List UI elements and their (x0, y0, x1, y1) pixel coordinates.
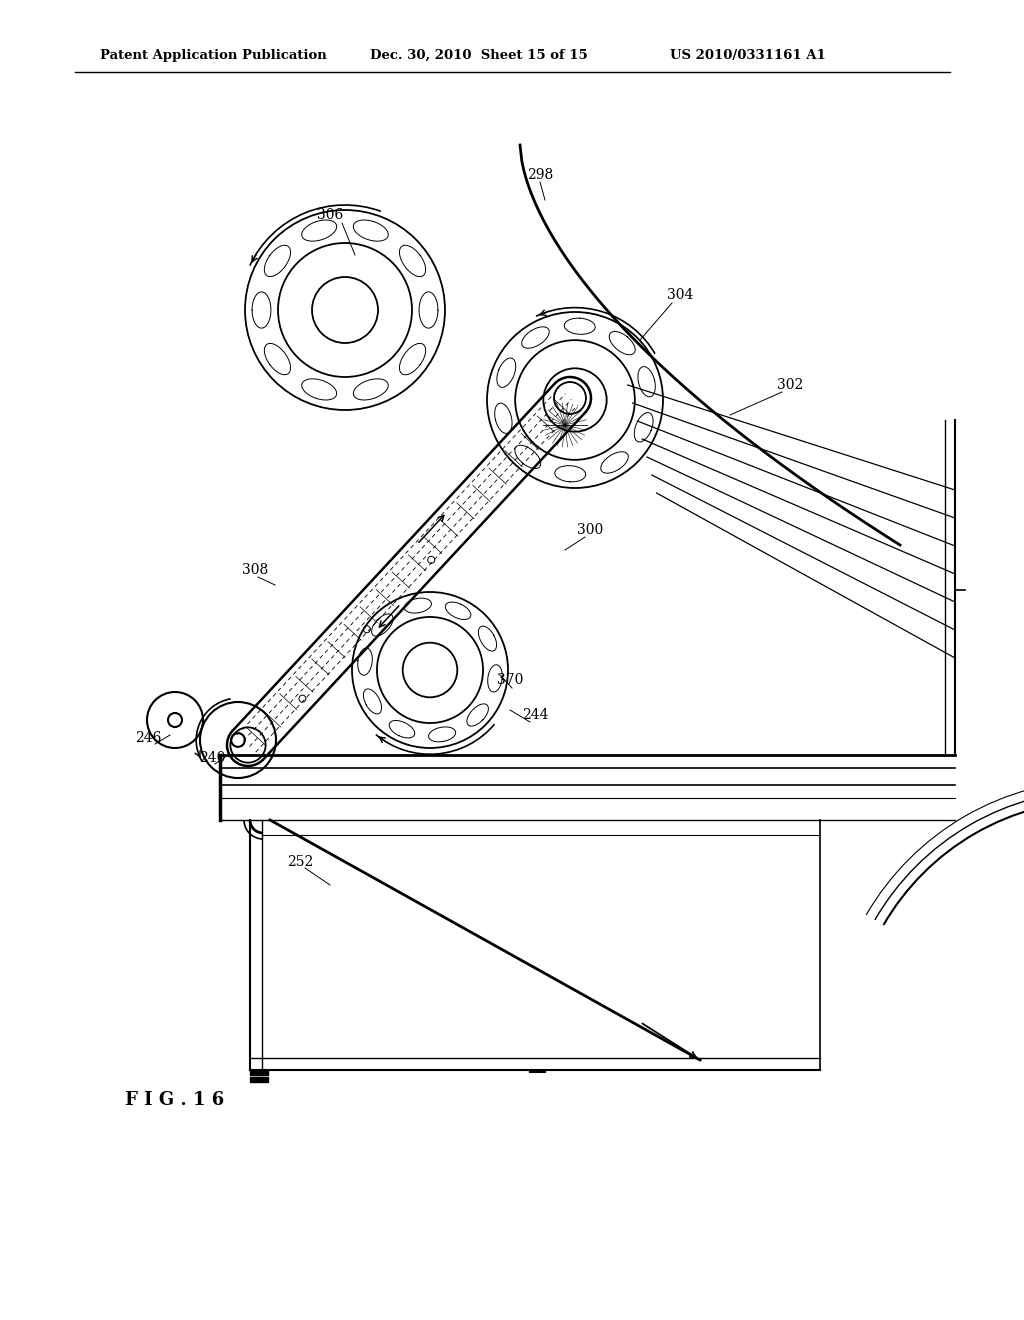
Text: 246: 246 (135, 731, 161, 744)
Text: 304: 304 (667, 288, 693, 302)
Text: 370: 370 (497, 673, 523, 686)
Text: 252: 252 (287, 855, 313, 869)
Text: Dec. 30, 2010  Sheet 15 of 15: Dec. 30, 2010 Sheet 15 of 15 (370, 49, 588, 62)
Text: 240: 240 (199, 751, 225, 766)
Text: US 2010/0331161 A1: US 2010/0331161 A1 (670, 49, 825, 62)
Bar (250, 1071, 268, 1074)
Text: F I G . 1 6: F I G . 1 6 (125, 1092, 224, 1109)
Text: Patent Application Publication: Patent Application Publication (100, 49, 327, 62)
Text: 300: 300 (577, 523, 603, 537)
Text: 308: 308 (242, 564, 268, 577)
Text: 302: 302 (777, 378, 803, 392)
Bar (250, 1077, 268, 1082)
Text: 306: 306 (316, 209, 343, 222)
Text: 298: 298 (527, 168, 553, 182)
Text: 244: 244 (522, 708, 548, 722)
